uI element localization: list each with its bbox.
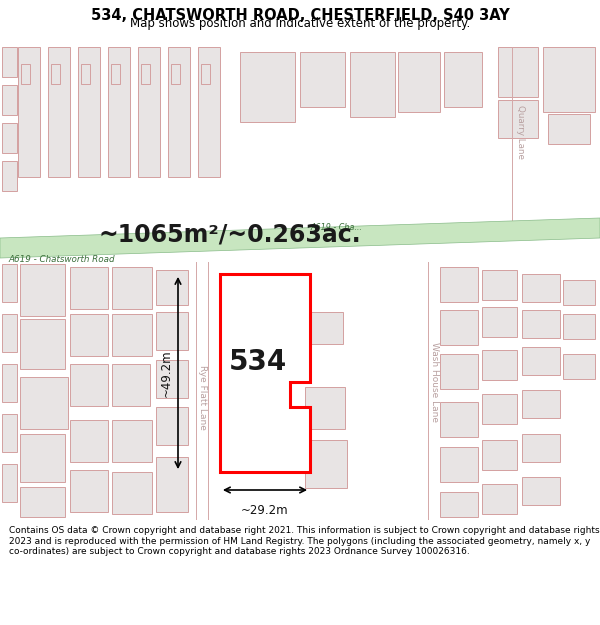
Bar xyxy=(2,47,17,77)
Bar xyxy=(51,64,60,84)
Bar xyxy=(440,354,478,389)
Bar xyxy=(2,364,17,402)
Text: ~49.2m: ~49.2m xyxy=(160,349,173,397)
Bar xyxy=(398,52,440,112)
Bar xyxy=(111,64,120,84)
Bar xyxy=(482,350,517,380)
Bar xyxy=(543,47,595,112)
Bar xyxy=(522,390,560,418)
Bar xyxy=(70,470,108,512)
Bar xyxy=(482,394,517,424)
Bar xyxy=(300,52,345,107)
Bar xyxy=(168,47,190,177)
Bar xyxy=(201,64,210,84)
Polygon shape xyxy=(0,218,600,258)
Bar xyxy=(440,447,478,482)
Bar xyxy=(20,264,65,316)
Bar xyxy=(2,414,17,452)
Bar xyxy=(2,264,17,302)
Text: Map shows position and indicative extent of the property.: Map shows position and indicative extent… xyxy=(130,18,470,30)
Bar xyxy=(70,267,108,309)
Bar xyxy=(112,472,152,514)
Bar xyxy=(2,161,17,191)
Bar xyxy=(78,47,100,177)
Text: A619 - Cha...: A619 - Cha... xyxy=(310,222,362,231)
Text: Wash House Lane: Wash House Lane xyxy=(430,342,439,422)
Bar xyxy=(20,377,68,429)
Text: A619 - Chatsworth Road: A619 - Chatsworth Road xyxy=(8,255,115,264)
Polygon shape xyxy=(220,274,310,472)
Bar xyxy=(240,52,295,122)
Bar xyxy=(498,100,538,138)
Text: Contains OS data © Crown copyright and database right 2021. This information is : Contains OS data © Crown copyright and d… xyxy=(9,526,599,556)
Bar xyxy=(522,347,560,375)
Bar xyxy=(198,47,220,177)
Bar xyxy=(20,487,65,517)
Bar xyxy=(18,47,40,177)
Text: 534: 534 xyxy=(229,348,287,376)
Bar xyxy=(81,64,90,84)
Bar xyxy=(156,360,188,398)
Bar xyxy=(440,492,478,517)
Bar xyxy=(112,267,152,309)
Text: ~29.2m: ~29.2m xyxy=(241,504,289,517)
Bar xyxy=(350,52,395,117)
Bar xyxy=(522,274,560,302)
Bar xyxy=(305,312,343,344)
Bar xyxy=(440,310,478,345)
Text: Quarry Lane: Quarry Lane xyxy=(516,105,525,159)
Bar xyxy=(2,85,17,115)
Bar xyxy=(522,434,560,462)
Text: 534, CHATSWORTH ROAD, CHESTERFIELD, S40 3AY: 534, CHATSWORTH ROAD, CHESTERFIELD, S40 … xyxy=(91,8,509,23)
Bar xyxy=(156,457,188,512)
Bar xyxy=(21,64,30,84)
Bar xyxy=(112,364,150,406)
Bar xyxy=(156,312,188,350)
Bar xyxy=(20,319,65,369)
Bar xyxy=(305,387,345,429)
Bar xyxy=(171,64,180,84)
Bar xyxy=(498,47,538,97)
Bar xyxy=(70,314,108,356)
Bar xyxy=(48,47,70,177)
Bar xyxy=(548,114,590,144)
Bar xyxy=(482,307,517,337)
Bar xyxy=(156,270,188,305)
Bar xyxy=(305,440,347,488)
Bar xyxy=(563,280,595,305)
Bar xyxy=(70,420,108,462)
Bar xyxy=(138,47,160,177)
Bar xyxy=(482,440,517,470)
Bar xyxy=(2,314,17,352)
Text: Rye Flatt Lane: Rye Flatt Lane xyxy=(197,364,206,429)
Bar xyxy=(20,434,65,482)
Bar xyxy=(112,420,152,462)
Bar xyxy=(563,314,595,339)
Bar xyxy=(112,314,152,356)
Bar xyxy=(440,267,478,302)
Bar xyxy=(141,64,150,84)
Bar xyxy=(440,402,478,437)
Bar xyxy=(2,464,17,502)
Bar xyxy=(70,364,108,406)
Bar xyxy=(2,123,17,153)
Bar xyxy=(444,52,482,107)
Text: ~1065m²/~0.263ac.: ~1065m²/~0.263ac. xyxy=(98,222,361,246)
Bar xyxy=(522,310,560,338)
Bar xyxy=(482,484,517,514)
Bar xyxy=(108,47,130,177)
Bar xyxy=(482,270,517,300)
Bar xyxy=(522,477,560,505)
Bar xyxy=(156,407,188,445)
Bar xyxy=(563,354,595,379)
